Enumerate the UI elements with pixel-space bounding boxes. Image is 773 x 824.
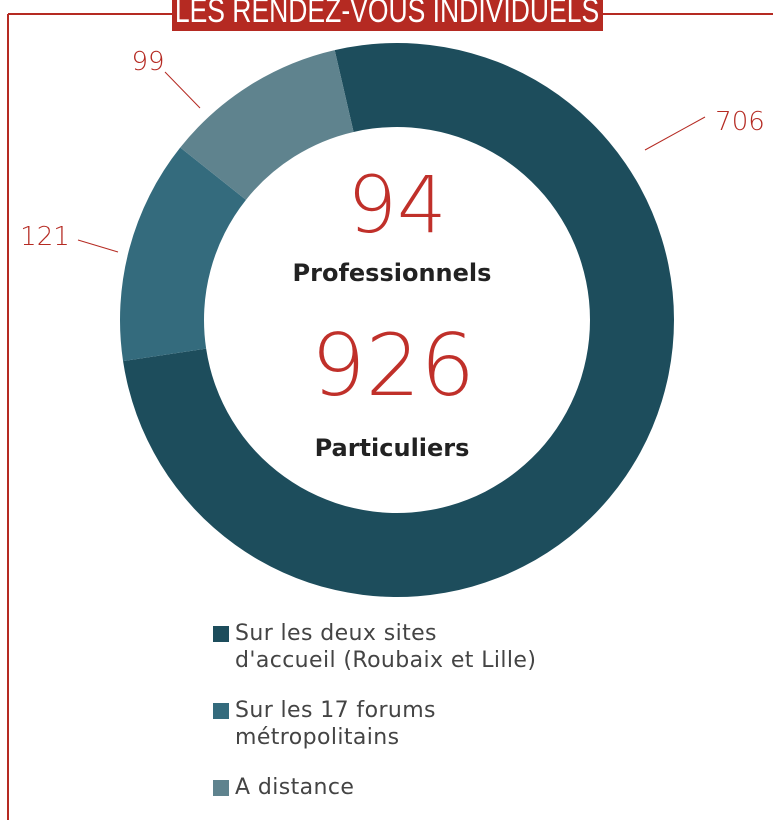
leader-line	[164, 71, 201, 109]
data-label: 706	[715, 107, 765, 137]
legend-label: Sur les deux sites d'accueil (Roubaix et…	[235, 621, 537, 673]
data-label: 121	[20, 222, 70, 252]
legend-swatch	[213, 780, 229, 796]
legend-label: A distance	[235, 775, 355, 800]
legend-swatch	[213, 626, 229, 642]
title-box	[172, 0, 603, 31]
donut-slice	[120, 147, 246, 362]
legend-item: Sur les deux sites d'accueil (Roubaix et…	[213, 620, 543, 674]
legend-item: Sur les 17 forums métropolitains	[213, 697, 543, 751]
data-label: 99	[131, 47, 164, 77]
legend: Sur les deux sites d'accueil (Roubaix et…	[213, 620, 543, 824]
center-label: Particuliers	[315, 434, 470, 462]
leader-line	[77, 239, 119, 253]
legend-item: A distance	[213, 774, 543, 801]
donut	[120, 42, 674, 597]
center-number: 926	[311, 316, 475, 416]
legend-label: Sur les 17 forums métropolitains	[235, 698, 436, 750]
center-number: 94	[347, 161, 446, 251]
donut-slice	[180, 50, 354, 200]
donut-slice	[123, 42, 674, 597]
legend-swatch	[213, 703, 229, 719]
chart-title: LES RENDEZ-VOUS INDIVIDUELS	[175, 0, 599, 30]
center-label: Professionnels	[293, 259, 492, 287]
leader-line	[644, 116, 706, 151]
